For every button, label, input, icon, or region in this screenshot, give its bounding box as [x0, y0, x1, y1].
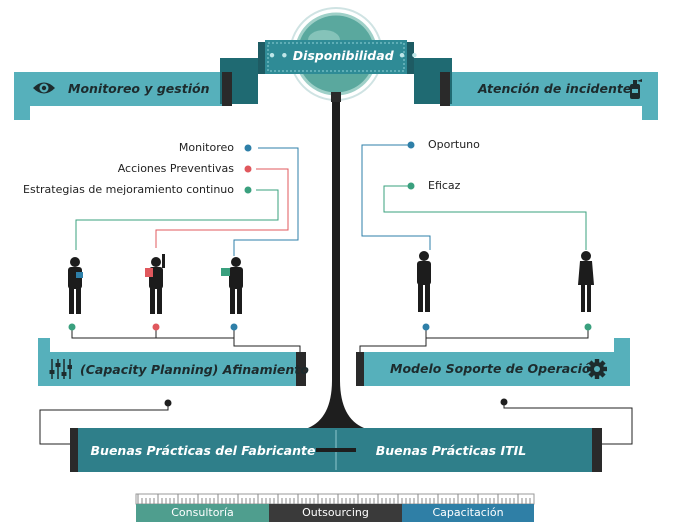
eye-icon — [33, 82, 55, 94]
legend-eficaz: Eficaz — [428, 179, 461, 192]
tab-outsourcing[interactable]: Outsourcing — [269, 504, 402, 522]
left-header-label: Monitoreo y gestión — [68, 81, 210, 96]
person-figure — [578, 251, 594, 312]
page-title: • • Disponibilidad • • — [268, 48, 419, 63]
person-figure — [229, 257, 243, 314]
capacity-box — [44, 352, 296, 386]
fire-extinguisher-icon — [630, 79, 642, 99]
support-model-box — [364, 352, 626, 386]
support-model-label: Modelo Soporte de Operación — [390, 361, 600, 376]
itil-practices-label: Buenas Prácticas ITIL — [375, 443, 527, 458]
right-header-label: Atención de incidentes — [478, 81, 639, 96]
legend-monitoreo: Monitoreo — [178, 141, 234, 154]
legend-acciones-preventivas: Acciones Preventivas — [117, 162, 234, 175]
sliders-icon — [49, 359, 72, 379]
legend-oportuno: Oportuno — [428, 138, 480, 151]
person-figure — [149, 254, 165, 314]
tab-consultoria[interactable]: Consultoría — [136, 504, 269, 522]
central-pole — [308, 100, 364, 428]
left-header-ribbon — [14, 72, 226, 106]
title-banner — [265, 40, 407, 74]
legend-estrategias: Estrategias de mejoramiento continuo — [23, 183, 234, 196]
right-header-ribbon — [446, 72, 658, 106]
person-figure — [68, 257, 82, 314]
manufacturer-practices-label: Buenas Prácticas del Fabricante — [90, 443, 316, 458]
tab-capacitacion[interactable]: Capacitación — [402, 504, 534, 522]
gear-icon — [587, 359, 607, 379]
capacity-label: (Capacity Planning) Afinamiento — [80, 362, 309, 377]
person-figure — [417, 251, 431, 312]
